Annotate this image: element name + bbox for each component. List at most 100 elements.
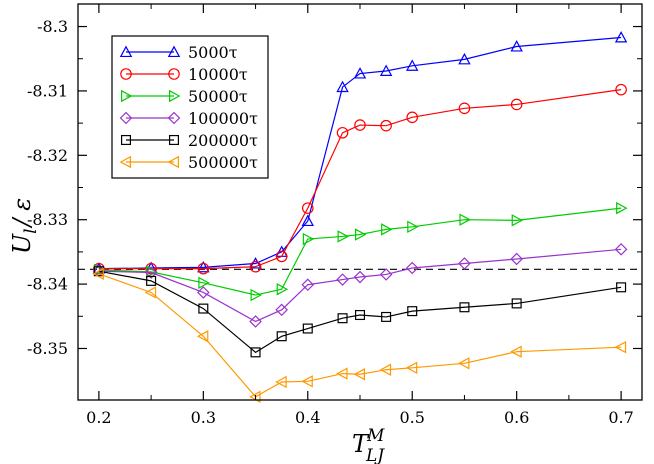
data-point bbox=[379, 268, 393, 281]
series-line bbox=[98, 270, 622, 354]
y-tick-label: -8.33 bbox=[27, 210, 68, 229]
data-point bbox=[146, 275, 157, 286]
data-point bbox=[336, 273, 349, 286]
plot-area bbox=[78, 31, 642, 403]
y-tick-label: -8.31 bbox=[27, 81, 68, 100]
data-point bbox=[197, 262, 210, 275]
data-point bbox=[249, 260, 262, 273]
legend-marker bbox=[120, 89, 133, 103]
x-axis-title-main: T bbox=[352, 430, 370, 458]
x-tick-label: 0.6 bbox=[504, 408, 529, 427]
legend-label: 10000τ bbox=[188, 65, 248, 84]
series-5 bbox=[93, 266, 627, 358]
data-point bbox=[302, 232, 315, 246]
legend-entry-2: 10000τ bbox=[120, 65, 248, 84]
data-point bbox=[144, 266, 158, 279]
data-point bbox=[276, 283, 289, 296]
series-3 bbox=[93, 201, 628, 302]
data-point bbox=[275, 250, 288, 263]
legend-marker bbox=[167, 155, 180, 169]
series-2 bbox=[93, 83, 627, 275]
legend-marker bbox=[167, 45, 181, 58]
legend-marker bbox=[120, 134, 132, 146]
data-point bbox=[249, 257, 262, 269]
data-point bbox=[381, 311, 392, 322]
data-point bbox=[511, 298, 522, 309]
data-point bbox=[614, 243, 628, 256]
data-point bbox=[337, 230, 350, 243]
data-point bbox=[510, 252, 523, 266]
legend-marker bbox=[168, 134, 180, 146]
x-axis-title: T LJ M bbox=[352, 426, 385, 464]
data-point bbox=[379, 363, 392, 376]
series-1 bbox=[92, 31, 628, 274]
data-point bbox=[459, 302, 470, 313]
data-point bbox=[405, 261, 419, 275]
series-4 bbox=[92, 243, 628, 328]
x-tick-label: 0.4 bbox=[295, 408, 320, 427]
legend-marker bbox=[168, 89, 181, 103]
series-line bbox=[98, 207, 622, 296]
data-point bbox=[510, 345, 522, 358]
axes: 0.2 0.3 0.4 0.5 0.6 0.7 -8.35 -8.34 -8.33 -8.32 -8… bbox=[27, 3, 643, 427]
data-point bbox=[250, 347, 261, 358]
data-point bbox=[380, 119, 392, 132]
data-point bbox=[458, 52, 471, 65]
data-point bbox=[336, 80, 349, 93]
legend-label: 5000τ bbox=[188, 43, 238, 62]
legend-label: 500000τ bbox=[188, 153, 258, 172]
data-point bbox=[337, 313, 348, 324]
svg-text:Ul/ ε: Ul/ ε bbox=[8, 198, 41, 254]
data-point bbox=[198, 303, 209, 314]
data-point bbox=[336, 126, 349, 139]
x-tick-label: 0.3 bbox=[191, 408, 216, 427]
data-point bbox=[458, 257, 471, 270]
data-point bbox=[353, 67, 367, 79]
data-point bbox=[616, 201, 628, 215]
legend-entry-5: 200000τ bbox=[120, 131, 258, 150]
data-point bbox=[301, 375, 313, 388]
legend-entry-4: 100000τ bbox=[119, 109, 258, 128]
y-axis-title-rest: / ε bbox=[8, 198, 36, 229]
data-point bbox=[457, 357, 470, 370]
x-axis-title-sup: M bbox=[366, 426, 385, 446]
legend-marker bbox=[120, 68, 132, 80]
data-point bbox=[250, 288, 263, 302]
data-point bbox=[198, 276, 210, 290]
data-point bbox=[381, 223, 393, 236]
y-tick-label: -8.3 bbox=[37, 17, 68, 36]
series-line bbox=[98, 273, 622, 398]
legend-marker bbox=[119, 111, 133, 125]
series-line bbox=[98, 248, 622, 323]
data-point bbox=[615, 83, 627, 96]
data-point bbox=[405, 361, 418, 375]
legend-label: 200000τ bbox=[188, 131, 258, 150]
data-point bbox=[301, 278, 315, 292]
data-point bbox=[406, 111, 419, 124]
y-tick-label: -8.32 bbox=[27, 146, 68, 165]
data-point bbox=[145, 262, 157, 275]
data-point bbox=[197, 260, 210, 273]
x-tick-label: 0.2 bbox=[86, 408, 111, 427]
data-point bbox=[458, 102, 471, 115]
legend-entry-6: 500000τ bbox=[119, 153, 258, 172]
legend-marker bbox=[167, 111, 181, 125]
y-axis-title-main: U bbox=[8, 233, 36, 254]
data-point bbox=[301, 214, 314, 227]
y-tick-label: -8.35 bbox=[27, 339, 68, 358]
legend-entry-1: 5000τ bbox=[119, 43, 238, 62]
data-point bbox=[354, 309, 366, 321]
legend-marker bbox=[168, 68, 180, 80]
data-point bbox=[614, 31, 628, 43]
data-point bbox=[276, 331, 287, 342]
data-point bbox=[275, 303, 288, 317]
series-6 bbox=[92, 267, 627, 403]
legend-marker bbox=[119, 155, 132, 169]
data-point bbox=[249, 315, 262, 328]
data-point bbox=[459, 213, 471, 226]
legend-marker bbox=[119, 45, 133, 58]
data-point bbox=[196, 330, 209, 343]
data-point bbox=[406, 59, 419, 71]
data-point bbox=[353, 368, 366, 381]
